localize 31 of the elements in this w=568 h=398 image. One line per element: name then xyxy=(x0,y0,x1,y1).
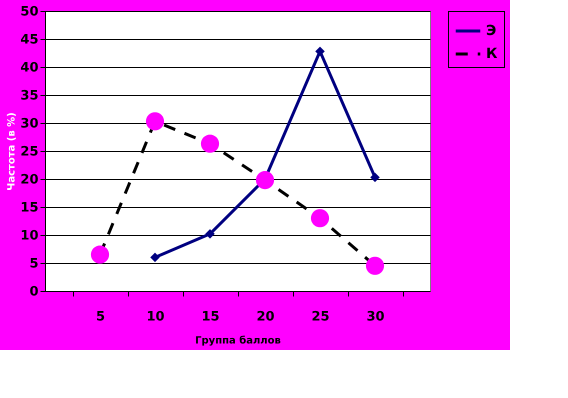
point xyxy=(146,112,164,130)
point xyxy=(205,229,215,239)
point xyxy=(315,46,325,56)
x-tick-label: 25 xyxy=(311,310,330,324)
x-tick-label: 30 xyxy=(366,310,385,324)
x-axis-title: Группа баллов xyxy=(195,336,281,346)
point xyxy=(366,256,384,275)
y-tick-label: 10 xyxy=(20,228,38,244)
legend-label: Э xyxy=(486,23,496,39)
y-tick-label: 45 xyxy=(20,32,38,48)
legend-label: К xyxy=(486,46,498,62)
y-tick-label: 40 xyxy=(20,60,38,76)
y-axis-title: Частота (в %) xyxy=(6,112,18,191)
point xyxy=(90,246,110,264)
point xyxy=(256,171,274,190)
y-tick-label: 25 xyxy=(20,144,38,160)
y-tick-label: 15 xyxy=(20,200,38,216)
y-tick-label: 35 xyxy=(20,88,38,104)
x-tick-label: 20 xyxy=(256,310,275,324)
x-tick-label: 5 xyxy=(96,310,106,324)
point xyxy=(370,172,380,182)
y-tick-label: 20 xyxy=(20,172,38,188)
x-tick-label: 10 xyxy=(146,310,165,324)
x-tick-label: 15 xyxy=(201,310,220,324)
point xyxy=(200,134,220,153)
point xyxy=(310,209,330,228)
y-tick-label: 50 xyxy=(20,4,38,20)
y-tick-label: 30 xyxy=(20,116,38,132)
point xyxy=(150,252,160,262)
y-tick-label: 0 xyxy=(29,284,38,300)
y-tick-label: 5 xyxy=(29,256,38,272)
